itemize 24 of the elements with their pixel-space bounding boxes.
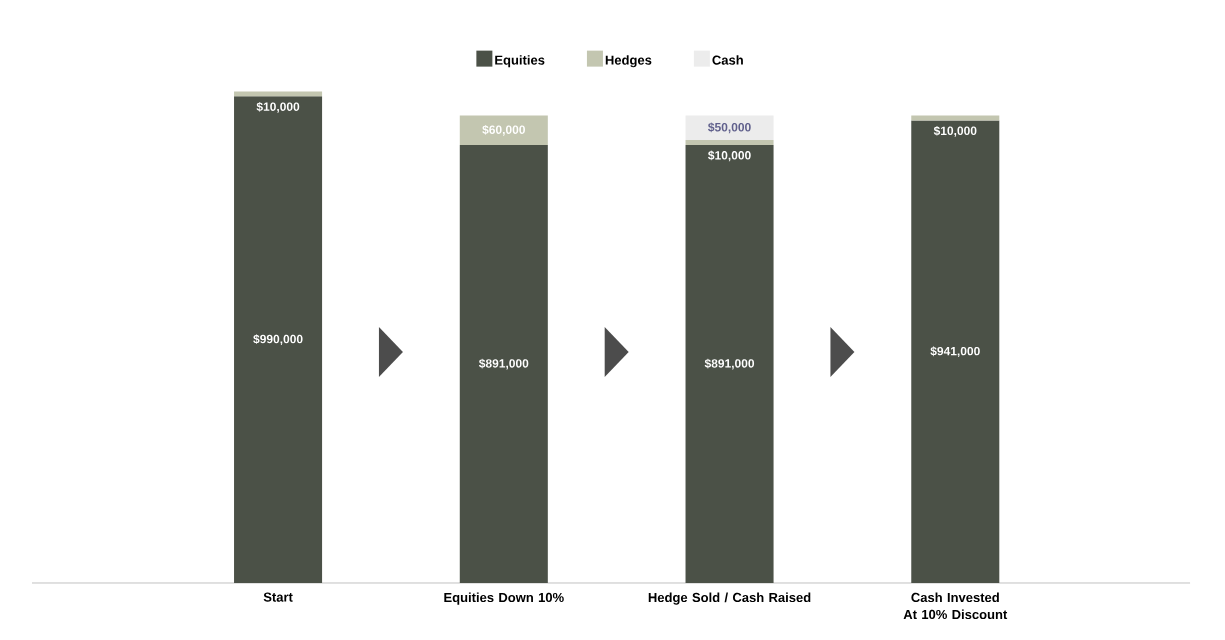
bar	[685, 140, 774, 146]
bar	[685, 145, 774, 583]
data-label: $10,000	[256, 101, 300, 113]
x-tick-label: Hedge Sold / Cash Raised	[648, 592, 811, 605]
data-label: $50,000	[708, 122, 751, 134]
x-tick-label: Equities Down 10%	[444, 592, 564, 605]
data-label: $990,000	[253, 334, 303, 346]
bar	[685, 115, 774, 141]
bar	[911, 120, 1000, 583]
legend-label: Hedges	[605, 55, 652, 68]
data-label: $10,000	[708, 150, 751, 162]
x-tick-label: Cash Invested At 10% Discount	[903, 592, 1008, 620]
bar	[234, 96, 323, 583]
data-label: $891,000	[478, 358, 529, 370]
data-label: $60,000	[482, 124, 525, 136]
data-label: $941,000	[930, 346, 980, 358]
legend-label: Cash	[712, 55, 743, 65]
bar	[459, 145, 548, 583]
bar	[234, 91, 323, 97]
legend-label: Equities	[495, 55, 545, 68]
data-label: $891,000	[704, 358, 755, 370]
bar	[459, 115, 548, 146]
data-label: $10,000	[933, 125, 977, 137]
x-tick-label: Start	[263, 592, 293, 602]
